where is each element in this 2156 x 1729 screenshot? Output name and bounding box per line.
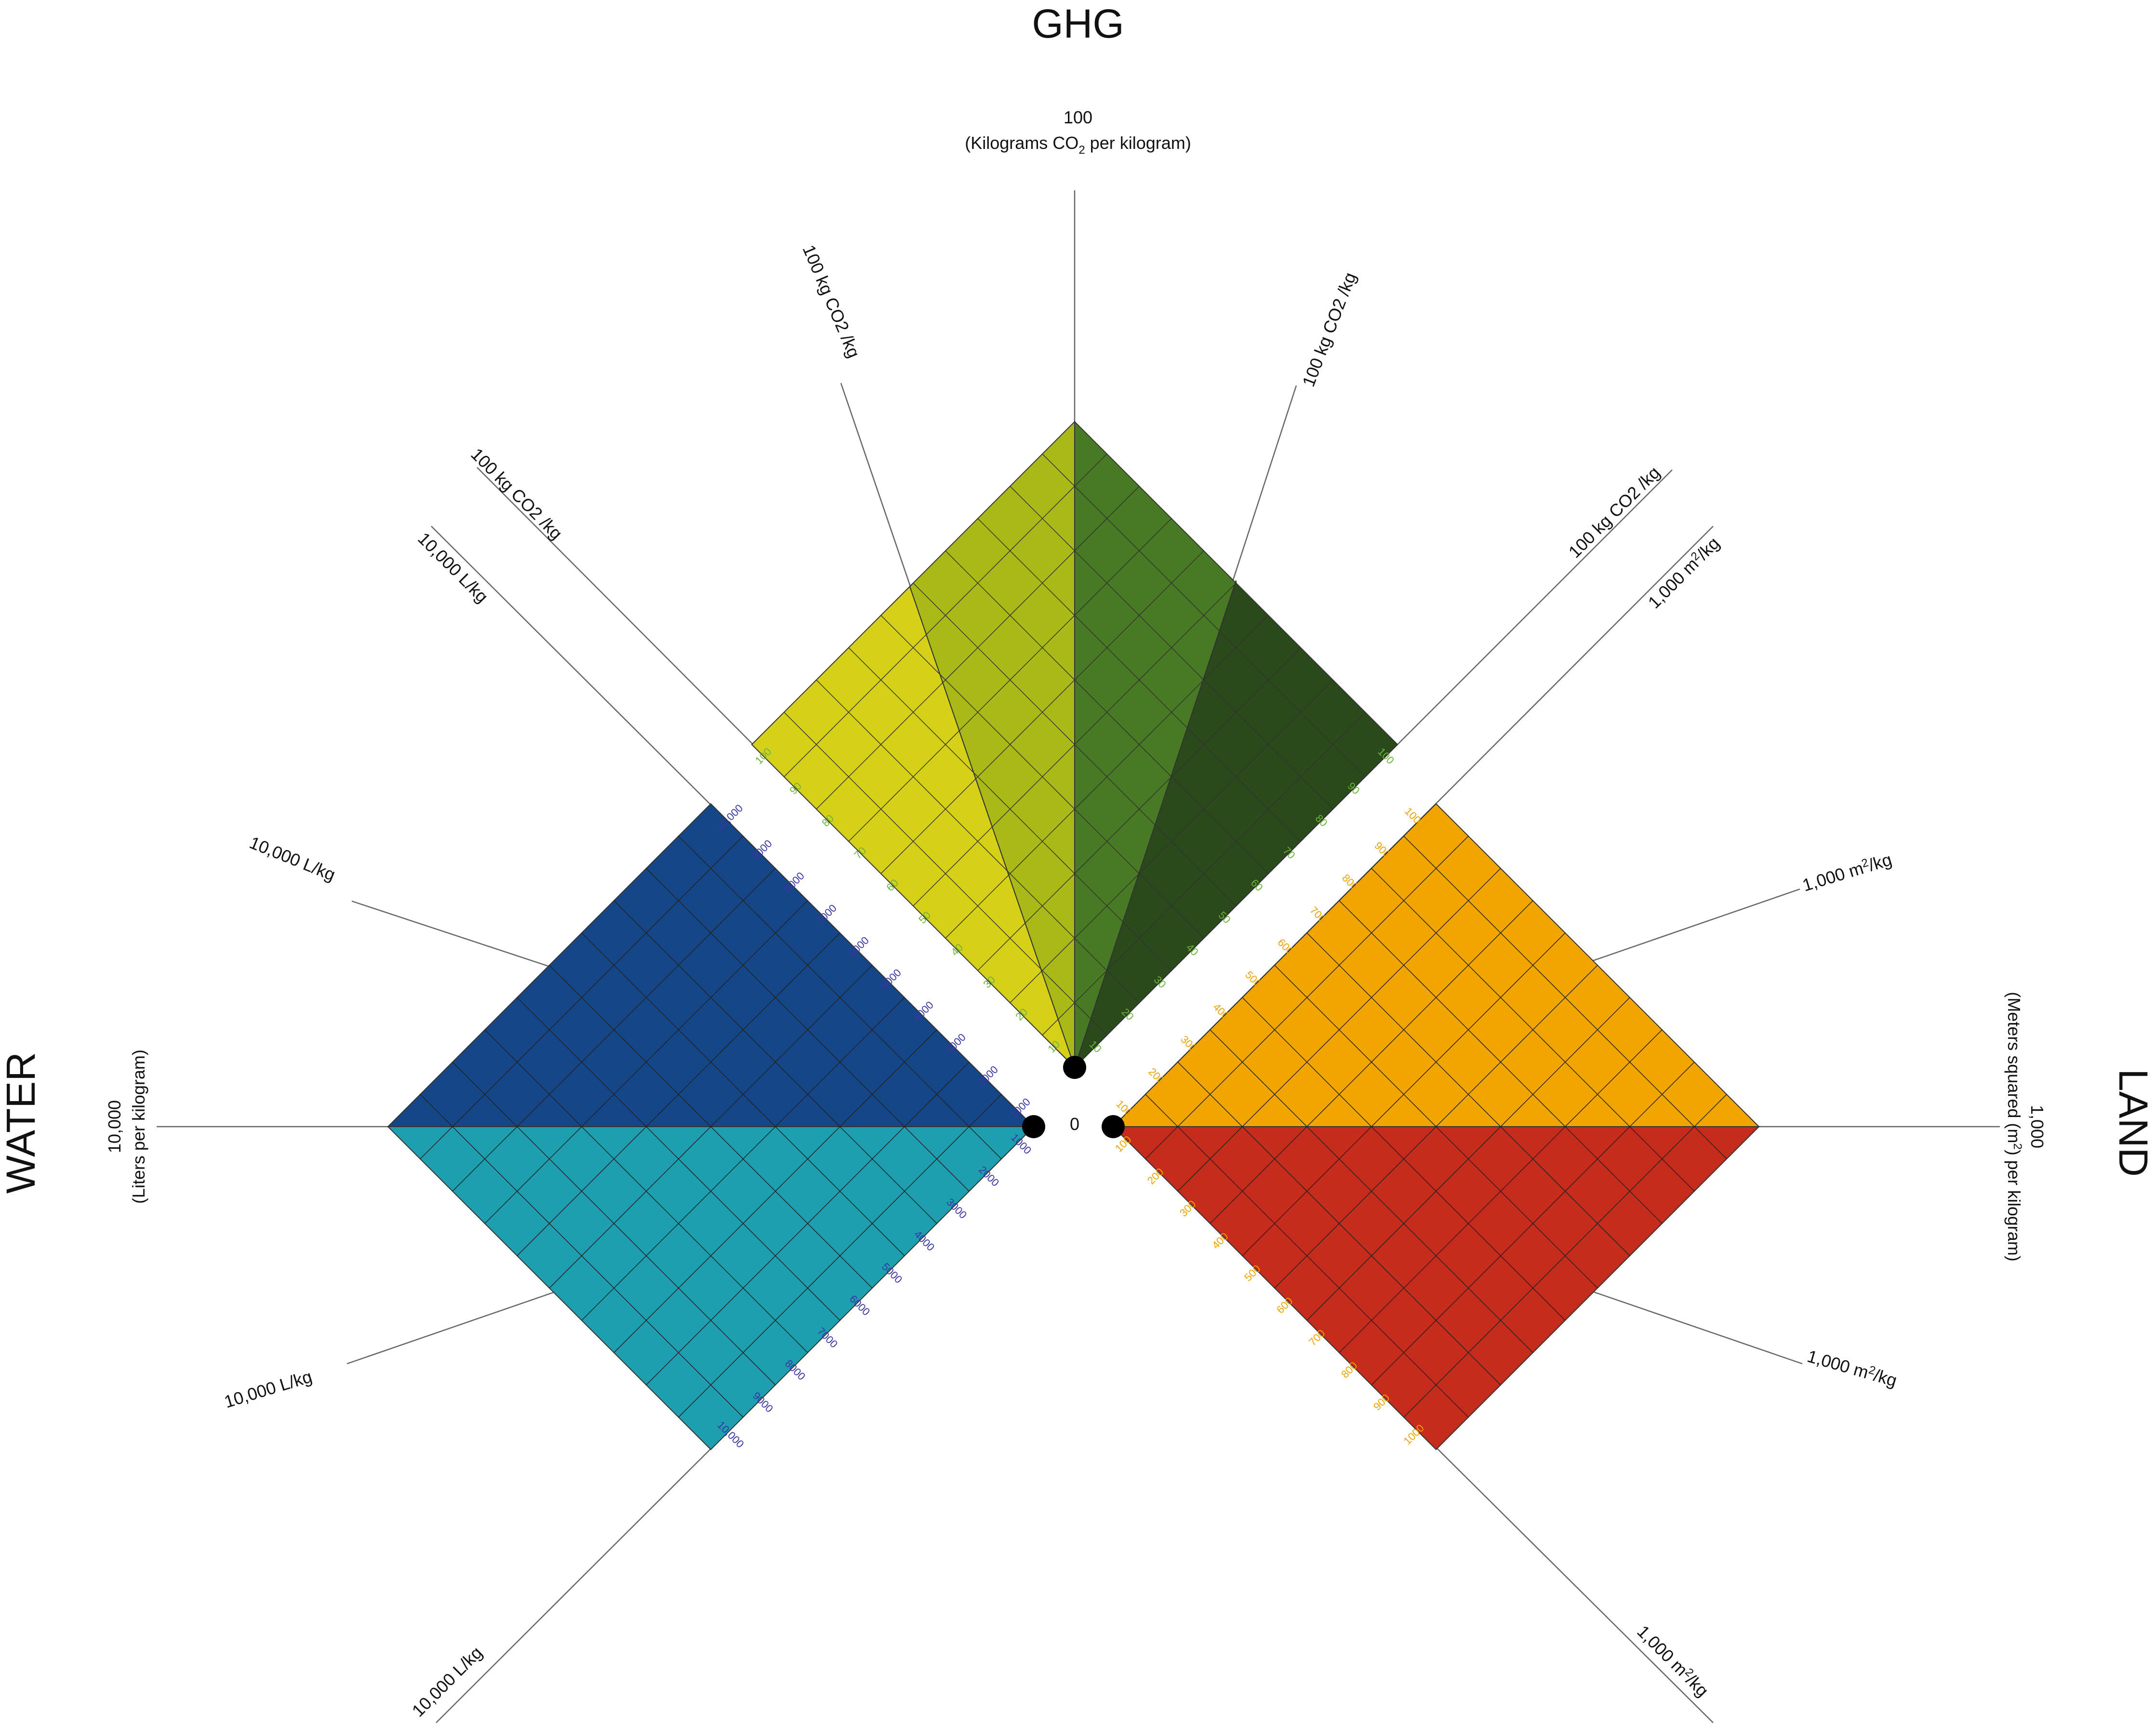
ray-label-ghg-upper-right: 100 kg CO2 /kg — [1298, 270, 1360, 389]
land-ray-suffix: /kg — [1872, 1365, 1899, 1391]
ray-label-land-mid-lower: 1,000 m2/kg — [1805, 1346, 1899, 1390]
land-tick-line — [1274, 965, 1598, 1289]
ghg-tick-line — [816, 486, 1140, 810]
water-tick-line — [420, 836, 744, 1159]
land-ray-prefix: 1,000 m — [1644, 554, 1703, 612]
land-tick-line — [1339, 1029, 1663, 1353]
land-ray-prefix: 1,000 m — [1800, 858, 1865, 895]
origin-zero-label: 0 — [1070, 1114, 1079, 1134]
water-tick-line — [517, 997, 840, 1321]
land-unit-prefix: (Meters squared (m — [2004, 992, 2024, 1143]
land-axis-caption: 1,000 (Meters squared (m2) per kilogram) — [2004, 992, 2047, 1262]
ghg-unit-prefix: (Kilograms CO — [965, 133, 1078, 153]
origin-dots — [1022, 1056, 1125, 1138]
water-tick-line — [517, 932, 840, 1256]
ray-label-ghg-right: 100 kg CO2 /kg — [1565, 463, 1664, 562]
ghg-tick-line — [977, 518, 1301, 842]
water-tick-line — [420, 1094, 744, 1418]
land-tick-line — [1403, 836, 1727, 1159]
ghg-tick-line — [945, 550, 1269, 874]
diamond-segments — [386, 420, 1760, 1450]
ghg-unit-suffix: per kilogram) — [1085, 133, 1191, 153]
scale-tick-lines — [420, 453, 1727, 1418]
ghg-unit-subscript: 2 — [1078, 144, 1085, 157]
ray-label-ghg-upper-left: 100 kg CO2 /kg — [799, 242, 864, 360]
ray-label-water-upper: 10,000 L/kg — [414, 529, 492, 607]
ghg-tick-line — [1042, 453, 1366, 777]
land-ray-prefix: 1,000 m — [1805, 1346, 1871, 1382]
ray-label-water-mid-lower: 10,000 L/kg — [222, 1366, 314, 1411]
ghg-tick-line — [848, 518, 1172, 842]
ghg-tick-line — [1010, 486, 1333, 810]
water-origin-dot — [1022, 1115, 1045, 1138]
land-ray-prefix: 1,000 m — [1633, 1622, 1691, 1680]
ghg-axis-unit: (Kilograms CO2 per kilogram) — [965, 133, 1191, 157]
ray-label-water-mid-upper: 10,000 L/kg — [247, 832, 338, 884]
ghg-title: GHG — [1032, 1, 1124, 46]
water-title: WATER — [0, 1052, 43, 1194]
land-tick-line — [1371, 868, 1695, 1192]
water-axis-unit: (Liters per kilogram) — [129, 1050, 148, 1204]
water-tick-line — [484, 900, 808, 1224]
land-tick-line — [1371, 1062, 1695, 1385]
water-tick-line — [452, 868, 776, 1192]
water-tick-line — [484, 1029, 808, 1353]
ray-label-land-upper: 1,000 m2/kg — [1644, 533, 1723, 612]
land-ray-suffix: /kg — [1866, 849, 1894, 875]
land-axis-unit: (Meters squared (m2) per kilogram) — [2004, 992, 2024, 1262]
land-axis-max-value: 1,000 — [2027, 1105, 2047, 1148]
water-axis-caption: 10,000 (Liters per kilogram) — [105, 1050, 148, 1204]
land-origin-dot — [1102, 1115, 1125, 1138]
water-light-segment — [386, 1126, 1035, 1450]
land-tick-line — [1306, 997, 1630, 1321]
ray-label-ghg-left: 100 kg CO2 /kg — [467, 444, 566, 544]
ray-label-land-lower: 1,000 m2/kg — [1633, 1622, 1712, 1701]
land-tick-line — [1339, 900, 1663, 1224]
land-red-segment — [1112, 1126, 1760, 1450]
ray-label-water-lower: 10,000 L/kg — [408, 1643, 486, 1721]
land-unit-suffix: ) per kilogram) — [2004, 1150, 2024, 1262]
ghg-origin-dot — [1063, 1056, 1086, 1079]
ghg-axis-max-value: 100 — [1064, 107, 1092, 127]
ray-label-land-mid-upper: 1,000 m2/kg — [1800, 849, 1894, 895]
water-tick-line — [549, 965, 873, 1289]
land-tick-line — [1403, 1094, 1727, 1418]
ghg-tick-line — [880, 550, 1204, 874]
water-axis-max-value: 10,000 — [105, 1100, 124, 1153]
land-tick-line — [1306, 932, 1630, 1256]
land-unit-superscript: 2 — [2011, 1143, 2024, 1149]
land-title: LAND — [2111, 1069, 2156, 1177]
ghg-tick-line — [913, 583, 1237, 906]
water-tick-line — [452, 1062, 776, 1385]
ghg-tick-line — [784, 453, 1107, 777]
